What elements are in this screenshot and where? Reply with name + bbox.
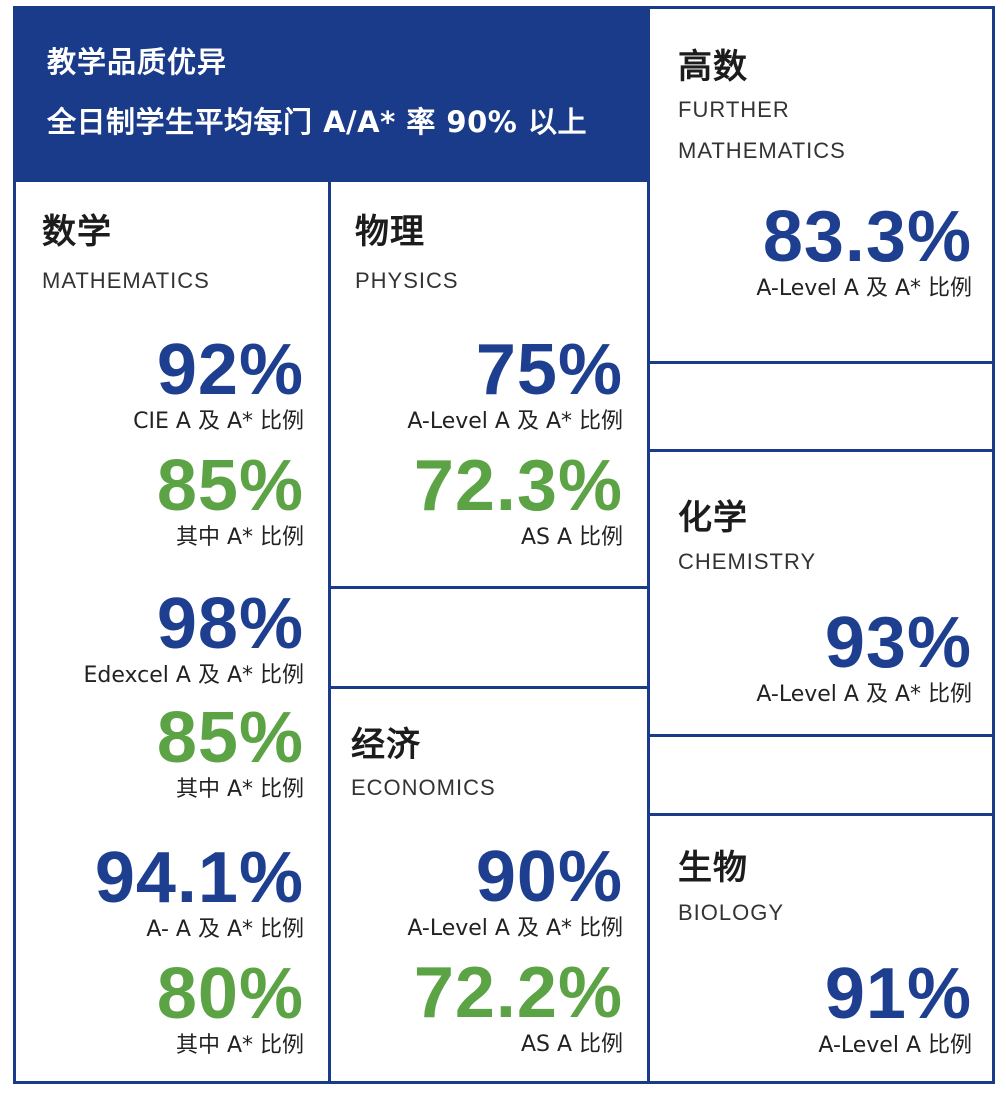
physics-cell: 物理 PHYSICS 75% A-Level A 及 A* 比例 72.3% A… xyxy=(331,182,647,586)
stat-block: 90% A-Level A 及 A* 比例 xyxy=(407,841,623,943)
stat-label: Edexcel A 及 A* 比例 xyxy=(83,663,304,688)
divider xyxy=(330,686,648,689)
stat-value: 75% xyxy=(475,330,623,410)
subject-title-cn: 物理 xyxy=(355,212,425,252)
stat-value: 80% xyxy=(156,954,304,1034)
stat-value: 85% xyxy=(156,446,304,526)
subject-title-cn: 化学 xyxy=(678,498,748,538)
stat-value: 91% xyxy=(824,954,972,1034)
stat-block: 93% A-Level A 及 A* 比例 xyxy=(756,607,972,709)
stat-label: AS A 比例 xyxy=(520,1032,623,1057)
subject-title-en: MATHEMATICS xyxy=(678,138,846,163)
economics-cell: 经济 ECONOMICS 90% A-Level A 及 A* 比例 72.2%… xyxy=(331,689,647,1082)
stat-label: A- A 及 A* 比例 xyxy=(146,917,304,942)
subject-title-cn: 高数 xyxy=(678,47,748,87)
stat-value: 85% xyxy=(156,698,304,778)
further-math-cell: 高数 FURTHER MATHEMATICS 83.3% A-Level A 及… xyxy=(650,9,992,361)
divider xyxy=(649,449,995,452)
math-cell: 数学 MATHEMATICS 92% CIE A 及 A* 比例 85% 其中 … xyxy=(16,182,328,1082)
divider xyxy=(649,361,995,364)
stat-value: 72.3% xyxy=(413,446,623,526)
stat-block: 75% A-Level A 及 A* 比例 xyxy=(407,334,623,436)
stat-value: 94.1% xyxy=(94,838,304,918)
header-banner: 教学品质优异 全日制学生平均每门 A/A* 率 90% 以上 xyxy=(13,6,650,182)
stat-block: 98% Edexcel A 及 A* 比例 xyxy=(84,588,304,690)
results-panel xyxy=(13,6,995,1084)
stat-block: 80% 其中 A* 比例 xyxy=(157,958,304,1060)
subject-title-en: CHEMISTRY xyxy=(678,549,817,574)
stat-block: 72.3% AS A 比例 xyxy=(414,450,623,552)
stat-label: A-Level A 及 A* 比例 xyxy=(407,916,623,941)
stat-value: 90% xyxy=(475,837,623,917)
subject-title-en: ECONOMICS xyxy=(351,775,496,800)
stat-value: 93% xyxy=(824,603,972,683)
divider xyxy=(330,586,648,589)
stat-label: 其中 A* 比例 xyxy=(175,525,304,550)
subject-title-en: PHYSICS xyxy=(355,268,459,293)
stat-block: 94.1% A- A 及 A* 比例 xyxy=(95,842,304,944)
stat-block: 92% CIE A 及 A* 比例 xyxy=(133,334,304,436)
divider xyxy=(649,734,995,737)
stat-value: 92% xyxy=(156,330,304,410)
stat-value: 83.3% xyxy=(762,197,972,277)
stat-label: A-Level A 及 A* 比例 xyxy=(407,409,623,434)
chemistry-cell: 化学 CHEMISTRY 93% A-Level A 及 A* 比例 xyxy=(650,452,992,734)
stat-value: 72.2% xyxy=(413,953,623,1033)
subject-title-en: FURTHER xyxy=(678,97,790,122)
stat-label: CIE A 及 A* 比例 xyxy=(133,409,304,434)
stat-label: A-Level A 及 A* 比例 xyxy=(756,276,972,301)
subject-title-en: BIOLOGY xyxy=(678,900,785,925)
stat-label: A-Level A 及 A* 比例 xyxy=(756,682,972,707)
subject-title-en: MATHEMATICS xyxy=(42,268,210,293)
stat-block: 72.2% AS A 比例 xyxy=(414,957,623,1059)
subject-title-cn: 数学 xyxy=(42,212,112,252)
stat-label: 其中 A* 比例 xyxy=(175,1033,304,1058)
divider xyxy=(647,6,650,1084)
biology-cell: 生物 BIOLOGY 91% A-Level A 比例 xyxy=(650,816,992,1082)
stat-block: 83.3% A-Level A 及 A* 比例 xyxy=(756,201,972,303)
stat-label: 其中 A* 比例 xyxy=(175,777,304,802)
stat-label: AS A 比例 xyxy=(520,525,623,550)
stat-block: 85% 其中 A* 比例 xyxy=(157,702,304,804)
header-subtitle: 全日制学生平均每门 A/A* 率 90% 以上 xyxy=(47,105,587,139)
stat-label: A-Level A 比例 xyxy=(818,1033,972,1058)
header-title: 教学品质优异 xyxy=(47,45,228,79)
subject-title-cn: 经济 xyxy=(351,725,421,765)
divider xyxy=(649,813,995,816)
stat-value: 98% xyxy=(156,584,304,664)
stat-block: 91% A-Level A 比例 xyxy=(818,958,972,1060)
stat-block: 85% 其中 A* 比例 xyxy=(157,450,304,552)
subject-title-cn: 生物 xyxy=(678,848,748,888)
divider xyxy=(328,182,331,1084)
